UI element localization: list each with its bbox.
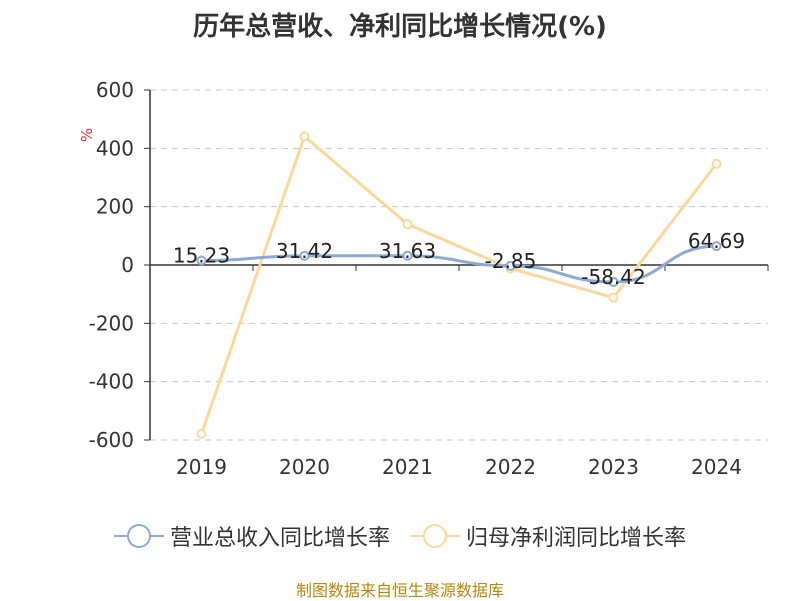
data-point-s1-4[interactable] (608, 292, 619, 303)
series-lines (200, 133, 718, 435)
legend-label-revenue: 营业总收入同比增长率 (169, 526, 390, 551)
series-points (196, 131, 722, 439)
legend-label-net-profit: 归母净利润同比增长率 (466, 526, 687, 551)
data-label-revenue: 64.69 (688, 229, 745, 253)
data-label-revenue: -58.42 (581, 265, 645, 289)
series-line-0 (201, 244, 717, 284)
y-axis-unit-label: % (78, 128, 96, 142)
legend-item-net-profit[interactable]: 归母净利润同比增长率 (410, 520, 686, 552)
data-point-s1-5[interactable] (711, 158, 722, 169)
data-point-s0-2[interactable] (402, 250, 413, 261)
legend-swatch-net-profit (410, 521, 460, 551)
data-point-s0-4[interactable] (608, 277, 619, 288)
data-point-s1-0[interactable] (196, 428, 207, 439)
x-tick-label: 2021 (382, 455, 433, 479)
x-tick-labels: 2019 2020 2021 2022 2023 2024 (176, 455, 742, 479)
data-label-revenue: -2.85 (485, 249, 537, 273)
y-tick-label: -200 (89, 311, 134, 335)
data-point-s1-2[interactable] (402, 219, 413, 230)
series-line-1 (200, 133, 718, 435)
legend-item-revenue[interactable]: 营业总收入同比增长率 (113, 520, 390, 552)
data-point-s0-1[interactable] (299, 250, 310, 261)
y-tick-labels: 600 400 200 0 -200 -400 -600 (89, 78, 134, 452)
axes (144, 89, 769, 441)
x-tick-label: 2022 (485, 455, 536, 479)
gridlines (150, 89, 768, 441)
data-label-revenue: 31.63 (379, 239, 436, 263)
y-tick-label: 200 (96, 195, 134, 219)
x-tick-label: 2020 (279, 455, 330, 479)
legend: 营业总收入同比增长率 归母净利润同比增长率 (0, 520, 800, 552)
y-tick-label: -400 (89, 370, 134, 394)
data-labels: 15.23 31.42 31.63 -2.85 -58.42 64.69 (173, 229, 745, 289)
x-tick-label: 2024 (691, 455, 742, 479)
data-point-s1-1[interactable] (299, 131, 310, 142)
x-tick-label: 2019 (176, 455, 227, 479)
y-tick-label: 0 (121, 253, 134, 277)
y-tick-label: -600 (89, 428, 134, 452)
x-tick-label: 2023 (588, 455, 639, 479)
y-tick-label: 400 (96, 136, 134, 160)
data-label-revenue: 15.23 (173, 244, 230, 268)
chart-title: 历年总营收、净利同比增长情况(%) (193, 12, 607, 42)
data-label-revenue: 31.42 (276, 239, 333, 263)
source-note: 制图数据来自恒生聚源数据库 (295, 581, 504, 600)
data-point-s0-0[interactable] (196, 255, 207, 266)
data-point-s0-3[interactable] (505, 260, 516, 271)
data-point-s0-5[interactable] (711, 241, 722, 252)
legend-swatch-revenue (113, 521, 164, 551)
y-tick-label: 600 (96, 78, 134, 102)
